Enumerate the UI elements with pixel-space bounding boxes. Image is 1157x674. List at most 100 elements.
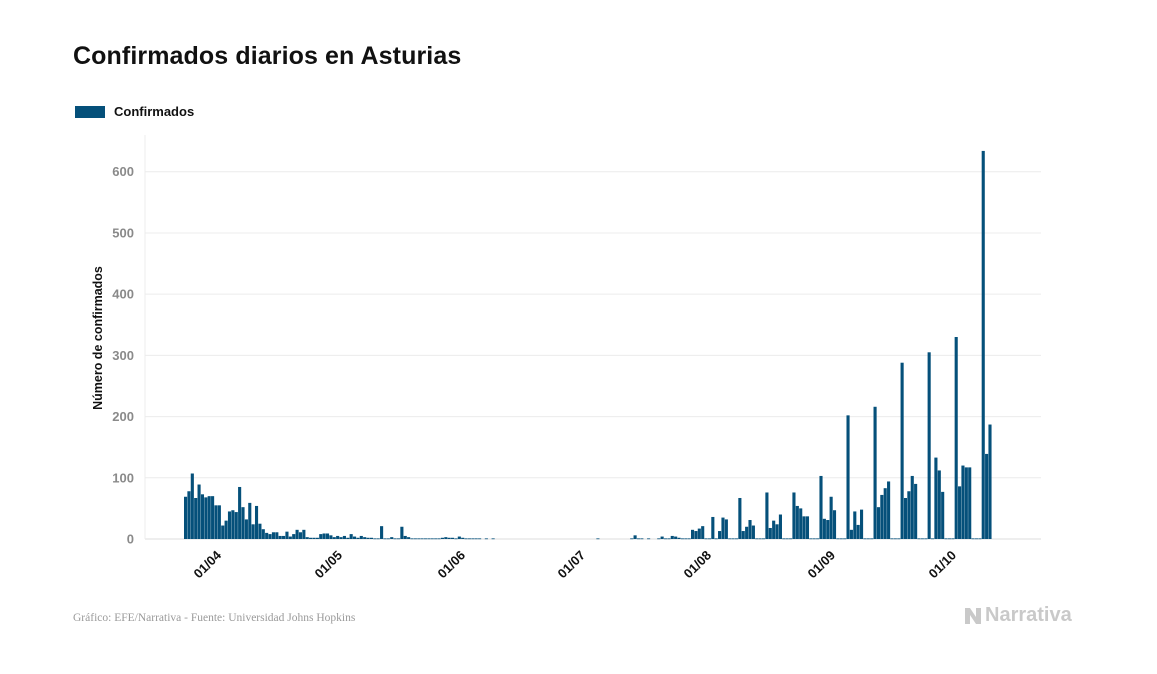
bar [778, 514, 782, 539]
bar [657, 538, 661, 540]
bar [244, 519, 248, 539]
bar [633, 535, 637, 539]
bar [812, 538, 816, 540]
gridlines [144, 135, 1041, 540]
bar [684, 538, 688, 540]
bar [876, 507, 881, 539]
bar [254, 505, 259, 539]
y-tick-label: 600 [112, 164, 134, 179]
legend-label: Confirmados [114, 104, 195, 119]
bar [789, 538, 793, 540]
bar [721, 517, 725, 539]
x-axis-ticks: 01/04 01/05 01/06 01/07 01/08 01/09 01/10 [191, 547, 960, 581]
bar [349, 534, 353, 539]
y-tick-label: 400 [112, 287, 134, 302]
bar [714, 538, 718, 540]
bar [860, 509, 864, 539]
x-tick-label: 01/07 [555, 548, 589, 582]
bar [471, 538, 475, 540]
bar [184, 496, 188, 539]
y-axis-label: Número de confirmados [91, 266, 105, 410]
y-tick-label: 200 [112, 409, 134, 424]
bar [292, 534, 296, 539]
bar [697, 528, 701, 539]
bar [190, 473, 194, 539]
bar [396, 538, 401, 540]
bar [221, 525, 225, 539]
y-axis-ticks: 0 100 200 300 400 500 600 [112, 164, 134, 546]
bar [951, 538, 955, 540]
bar [204, 497, 208, 539]
bar [403, 535, 407, 539]
bar [816, 538, 820, 540]
bar [417, 538, 421, 540]
brand-name: Narrativa [985, 604, 1072, 626]
bar [914, 483, 918, 539]
legend-swatch [75, 105, 105, 118]
bar [897, 538, 901, 540]
bar [437, 538, 441, 540]
source-credit: Gráfico: EFE/Narrativa - Fuente: Univers… [73, 612, 356, 624]
x-tick-label: 01/08 [681, 548, 715, 582]
bar [748, 520, 752, 539]
bar [298, 532, 303, 539]
bar [271, 532, 275, 539]
bar [410, 538, 414, 540]
bar [674, 536, 678, 539]
bar [910, 475, 914, 539]
bar [758, 538, 762, 540]
bar [457, 536, 461, 539]
bar [920, 538, 924, 540]
bar [772, 520, 776, 539]
bar [691, 529, 695, 539]
bar [968, 467, 972, 539]
bar [701, 526, 705, 539]
bar [711, 516, 715, 539]
bar [829, 496, 833, 539]
bar [944, 538, 948, 540]
bar [383, 538, 387, 540]
bar [819, 475, 823, 539]
bar [832, 510, 837, 539]
bar [366, 537, 370, 539]
bar [386, 538, 390, 540]
bar [339, 537, 343, 539]
bar [741, 531, 745, 539]
bar [278, 535, 282, 539]
bar [261, 529, 265, 539]
bar [985, 453, 989, 539]
bar [309, 537, 313, 539]
bar [248, 502, 252, 539]
brand-logo: Narrativa [963, 604, 1072, 627]
bar [302, 529, 306, 539]
bar [231, 510, 235, 539]
bar [268, 534, 272, 539]
bar [285, 531, 289, 539]
bar [288, 536, 292, 539]
bar [332, 537, 336, 539]
bar [724, 519, 728, 539]
bar [420, 538, 424, 540]
bar [211, 496, 215, 539]
bar [917, 538, 921, 540]
bar [241, 507, 245, 539]
bar [792, 492, 796, 539]
bar [491, 538, 495, 540]
bar [677, 537, 681, 539]
bar [400, 526, 404, 539]
bar [907, 491, 911, 539]
bar [224, 520, 228, 539]
bar [846, 415, 850, 539]
x-tick-label: 01/09 [805, 548, 839, 582]
bar [988, 424, 992, 539]
bar [866, 538, 870, 540]
y-tick-label: 300 [112, 348, 134, 363]
bar [484, 538, 488, 540]
bar [707, 538, 712, 540]
bar [265, 532, 269, 539]
bar [799, 508, 803, 539]
bar [461, 537, 465, 539]
bar [802, 516, 806, 539]
bar [883, 488, 887, 539]
bar [941, 491, 945, 539]
